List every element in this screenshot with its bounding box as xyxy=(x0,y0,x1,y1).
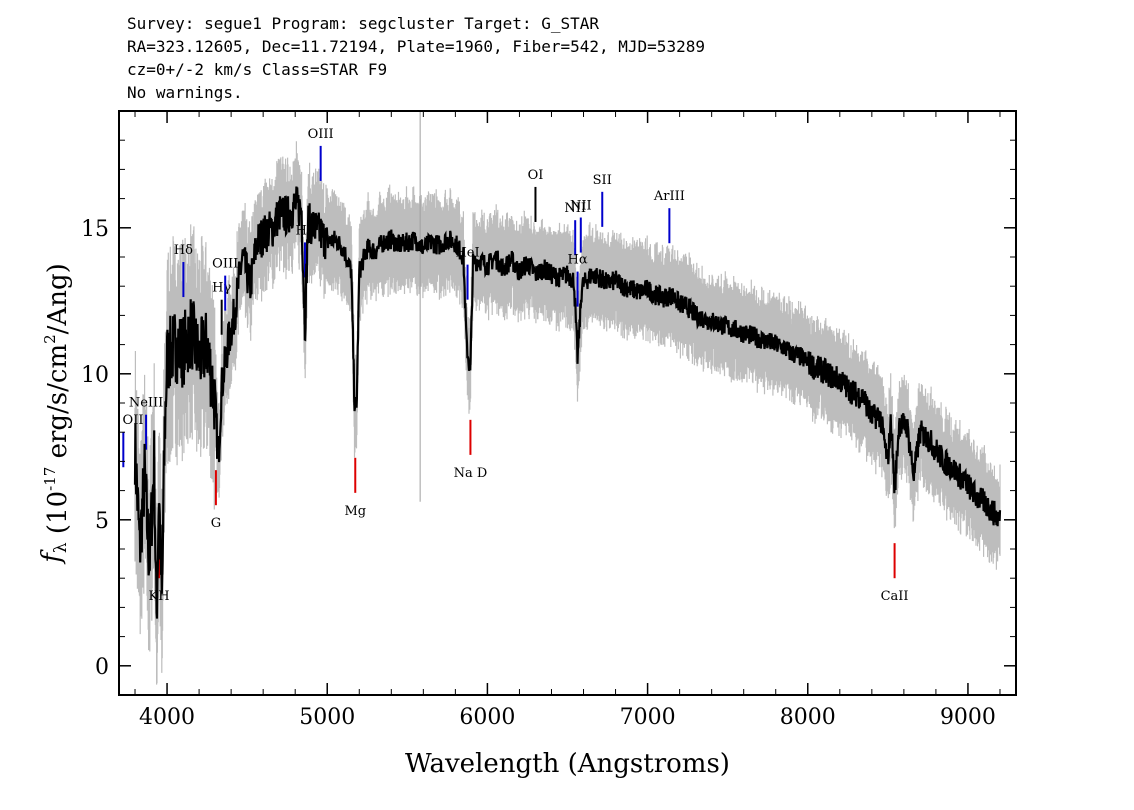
axis-ticks: 4000 5000 6000 7000 8000 9000 0 5 10 15 xyxy=(81,111,1016,730)
spectral-line-label: Hγ xyxy=(212,281,231,296)
spectral-line-label: OIII xyxy=(212,257,238,272)
y-axis-title-part: λ xyxy=(51,542,71,553)
spectral-line-label: OII xyxy=(123,413,144,428)
spectral-line-label: Na D xyxy=(454,466,488,481)
spectral-line-label: Hα xyxy=(568,253,588,268)
x-tick-label: 8000 xyxy=(780,705,836,730)
header-survey-line: Survey: segue1 Program: segcluster Targe… xyxy=(127,14,600,33)
y-tick-label: 0 xyxy=(95,655,109,680)
spectral-line-label: NeIII xyxy=(129,396,163,411)
spectral-line-label: OIII xyxy=(308,127,334,142)
flux-series-line xyxy=(133,186,1002,619)
spectral-line-label: KH xyxy=(149,589,170,604)
spectral-line-label: NII xyxy=(570,199,592,214)
y-axis-title: fλ (10-17 erg/s/cm2/Ang) xyxy=(37,263,73,565)
y-tick-label: 15 xyxy=(81,217,109,242)
spectrum-header: Survey: segue1 Program: segcluster Targe… xyxy=(127,12,705,104)
spectral-line-label: Mg xyxy=(344,504,366,519)
spectral-line-label: OI xyxy=(528,168,544,183)
x-tick-label: 9000 xyxy=(940,705,996,730)
y-axis-title-part: /Ang) xyxy=(43,263,73,334)
y-tick-label: 10 xyxy=(81,363,109,388)
spectral-line-label: SII xyxy=(593,173,612,188)
x-tick-label: 5000 xyxy=(299,705,355,730)
spectral-line-label: NII xyxy=(564,201,586,216)
spectral-line-label: G xyxy=(211,516,221,531)
x-tick-label: 7000 xyxy=(620,705,676,730)
y-axis-title-part: erg/s/cm xyxy=(43,344,73,467)
header-redshift-line: cz=0+/-2 km/s Class=STAR F9 xyxy=(127,60,388,79)
header-coordinates-line: RA=323.12605, Dec=11.72194, Plate=1960, … xyxy=(127,37,705,56)
y-axis-title-part: -17 xyxy=(41,467,59,491)
x-axis-title: Wavelength (Angstroms) xyxy=(405,749,730,779)
header-warnings-line: No warnings. xyxy=(127,83,243,102)
y-axis-title-part: (10 xyxy=(43,491,73,543)
spectral-line-markers: OIINeIIIHδHγOIIIHβOIIIHeIOINIIHαNIISIIAr… xyxy=(122,127,909,604)
x-tick-label: 6000 xyxy=(459,705,515,730)
x-tick-label: 4000 xyxy=(139,705,195,730)
y-axis-title-part: 2 xyxy=(41,334,59,344)
spectral-line-label: Hδ xyxy=(174,243,193,258)
y-tick-label: 5 xyxy=(95,509,109,534)
spectral-line-label: ArIII xyxy=(653,189,685,204)
spectral-line-label: CaII xyxy=(881,589,909,604)
